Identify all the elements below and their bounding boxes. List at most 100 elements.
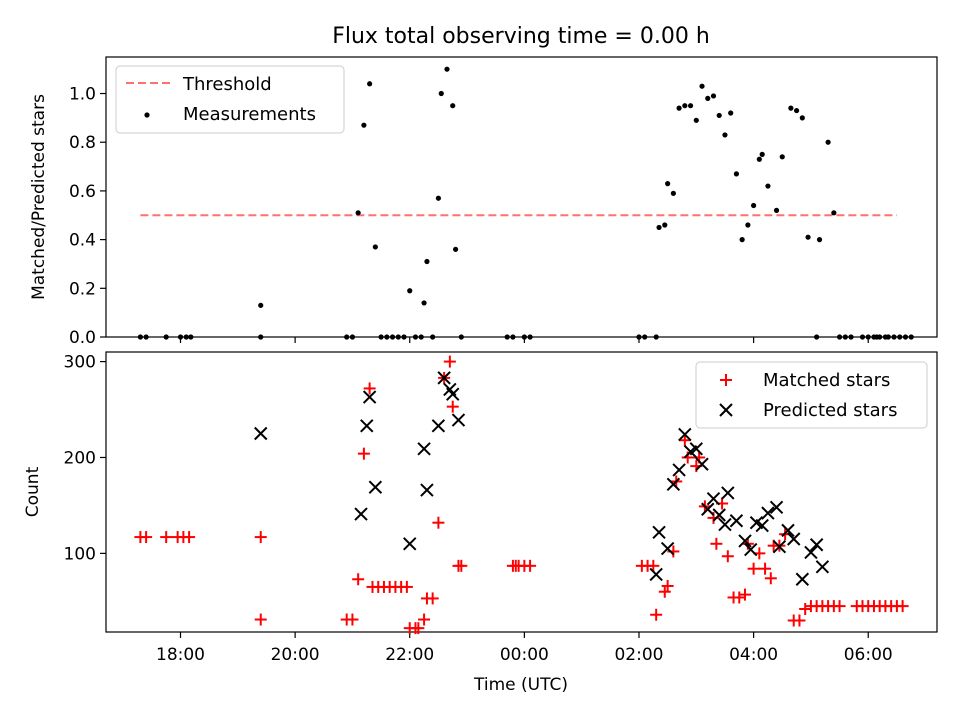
- matched-stars-points: [134, 355, 909, 635]
- measurement-point: [722, 132, 728, 138]
- predicted-star-marker: [431, 419, 446, 433]
- marker-stroke: [678, 427, 692, 442]
- marker-stroke: [769, 500, 784, 515]
- measurement-point: [831, 210, 837, 216]
- y-tick-label: 0.2: [69, 279, 96, 299]
- marker-stroke: [443, 382, 457, 397]
- matched-star-marker: [363, 382, 376, 395]
- measurement-point: [793, 107, 800, 114]
- y-tick-label: 0.8: [69, 133, 96, 153]
- measurement-point: [258, 302, 264, 308]
- x-tick-label: 04:00: [729, 645, 778, 665]
- predicted-star-marker: [360, 419, 374, 433]
- matched-star-marker: [418, 613, 431, 626]
- measurement-point: [773, 207, 780, 213]
- measurement-point: [739, 237, 745, 243]
- marker-stroke: [744, 542, 758, 557]
- marker-stroke: [795, 572, 810, 586]
- measurement-point: [521, 334, 527, 340]
- marker-stroke: [437, 371, 451, 385]
- measurement-point: [636, 334, 642, 340]
- legend-measurements-swatch: [144, 112, 150, 118]
- predicted-star-marker: [678, 427, 692, 442]
- measurement-point: [885, 334, 891, 340]
- predicted-star-marker: [809, 538, 824, 552]
- matched-star-marker: [160, 531, 173, 544]
- top-legend: Threshold Measurements: [115, 65, 345, 134]
- matched-star-marker: [799, 602, 812, 615]
- measurement-point: [424, 258, 430, 265]
- measurement-point: [389, 334, 396, 340]
- predicted-star-marker: [718, 517, 732, 532]
- marker-stroke: [815, 560, 830, 574]
- measurement-point: [779, 154, 785, 160]
- measurement-point: [378, 334, 384, 340]
- measurement-point: [372, 244, 378, 250]
- marker-stroke: [689, 442, 704, 456]
- measurement-point: [859, 334, 866, 340]
- x-tick-label: 20:00: [271, 645, 320, 665]
- measurement-point: [438, 90, 444, 97]
- measurement-point: [137, 334, 143, 340]
- measurement-point: [788, 105, 794, 111]
- marker-stroke: [695, 457, 709, 471]
- marker-stroke: [738, 534, 752, 548]
- measurement-point: [435, 195, 441, 201]
- measurement-point: [355, 210, 361, 216]
- predicted-star-marker: [649, 567, 663, 582]
- measurement-point: [848, 334, 854, 340]
- matched-star-marker: [747, 562, 760, 575]
- x-tick-label: 02:00: [614, 645, 663, 665]
- legend-measurements-label: Measurements: [183, 104, 316, 125]
- marker-stroke: [755, 518, 769, 533]
- predicted-star-marker: [804, 545, 818, 560]
- measurement-point: [716, 112, 722, 119]
- predicted-star-marker: [744, 542, 758, 557]
- predicted-star-marker: [815, 560, 830, 574]
- measurement-point: [865, 334, 871, 340]
- matched-star-marker: [647, 559, 660, 572]
- matched-star-marker: [412, 622, 425, 635]
- marker-stroke: [787, 532, 801, 546]
- marker-stroke: [360, 419, 374, 433]
- bottom-panel: 100 200 300 18:00 20:00 22:00 00:00 02:00 04:00…: [23, 351, 938, 695]
- measurement-point: [407, 288, 413, 294]
- measurement-point: [504, 334, 510, 340]
- measurement-point: [733, 171, 740, 177]
- matched-star-marker: [524, 559, 537, 572]
- marker-stroke: [712, 508, 726, 522]
- measurement-point: [418, 334, 424, 340]
- measurement-point: [349, 334, 356, 340]
- matched-star-marker: [426, 592, 439, 605]
- top-panel-frame: [105, 56, 938, 338]
- measurement-point: [728, 110, 734, 116]
- measurement-point: [444, 66, 450, 72]
- matched-star-marker: [678, 434, 691, 447]
- measurement-point: [662, 222, 668, 228]
- measurement-point: [902, 334, 909, 340]
- measurement-point: [687, 103, 694, 109]
- measurement-point: [682, 103, 688, 109]
- matched-star-marker: [733, 591, 746, 604]
- measurement-point: [816, 237, 823, 243]
- matched-star-marker: [400, 580, 413, 593]
- legend-matched-label: Matched stars: [763, 370, 890, 391]
- measurement-point: [745, 222, 751, 228]
- measurement-point: [642, 334, 648, 340]
- matched-star-marker: [254, 531, 267, 544]
- x-tick-label: 18:00: [156, 645, 205, 665]
- top-panel-title: Flux total observing time = 0.00 h: [332, 24, 710, 49]
- measurement-point: [458, 334, 464, 340]
- predicted-star-marker: [652, 525, 666, 539]
- matched-star-marker: [833, 600, 846, 613]
- matched-star-marker: [759, 562, 772, 575]
- measurement-point: [908, 334, 914, 340]
- measurement-point: [676, 105, 682, 111]
- matched-star-marker: [455, 559, 468, 572]
- matched-star-marker: [352, 573, 365, 586]
- legend-predicted-label: Predicted stars: [763, 400, 897, 421]
- bottom-panel-frame: [105, 351, 938, 633]
- measurement-point: [653, 334, 659, 340]
- marker-stroke: [368, 480, 383, 494]
